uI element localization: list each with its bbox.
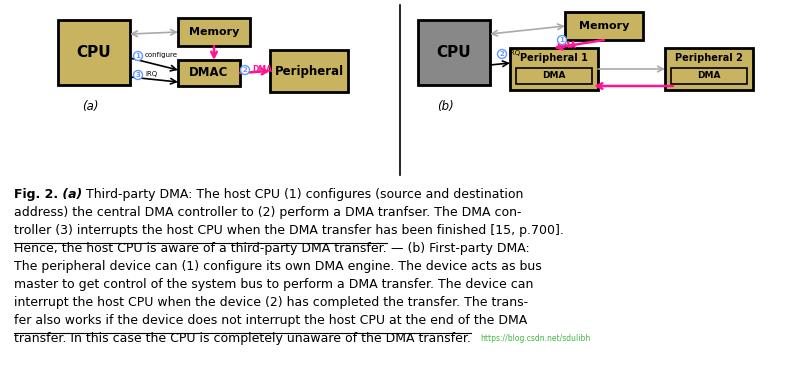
Bar [671, 68, 747, 84]
Text: 1: 1 [136, 53, 140, 59]
Text: DMA: DMA [542, 72, 565, 80]
Circle shape [133, 52, 143, 61]
Text: CPU: CPU [437, 45, 471, 60]
Text: fer also works if the device does not interrupt the host CPU at the end of the D: fer also works if the device does not in… [14, 314, 527, 327]
Text: DMA: DMA [556, 41, 576, 50]
Text: 3: 3 [136, 72, 140, 78]
Text: (b): (b) [437, 100, 454, 113]
Text: Memory: Memory [579, 21, 629, 31]
Text: Peripheral: Peripheral [274, 64, 343, 77]
Text: IRQ: IRQ [508, 50, 520, 56]
Text: IRQ: IRQ [145, 71, 157, 77]
Text: DMA: DMA [697, 72, 721, 80]
Text: Hence, the host CPU is aware of a third-party DMA transfer.: Hence, the host CPU is aware of a third-… [14, 242, 387, 255]
Text: — (b) First-party DMA:: — (b) First-party DMA: [387, 242, 530, 255]
Bar [178, 18, 250, 46]
Circle shape [497, 50, 507, 58]
Text: 2: 2 [243, 67, 247, 73]
Text: master to get control of the system bus to perform a DMA transfer. The device ca: master to get control of the system bus … [14, 278, 534, 291]
Bar [58, 20, 130, 85]
Text: interrupt the host CPU when the device (2) has completed the transfer. The trans: interrupt the host CPU when the device (… [14, 296, 528, 309]
Bar [270, 50, 348, 92]
Text: 1: 1 [560, 37, 565, 43]
Text: transfer. In this case the CPU is completely unaware of the DMA transfer.: transfer. In this case the CPU is comple… [14, 332, 471, 345]
Text: Peripheral 2: Peripheral 2 [675, 53, 743, 63]
Text: (a): (a) [82, 100, 98, 113]
Bar [510, 48, 598, 90]
Bar [665, 48, 753, 90]
Circle shape [240, 66, 250, 75]
Circle shape [133, 70, 143, 80]
Bar [178, 60, 240, 86]
Text: DMA: DMA [252, 64, 272, 74]
Text: Third-party DMA: The host CPU (1) configures (source and destination: Third-party DMA: The host CPU (1) config… [82, 188, 523, 201]
Text: configure: configure [145, 52, 178, 58]
Bar [418, 20, 490, 85]
Text: (a): (a) [58, 188, 82, 201]
Text: address) the central DMA controller to (2) perform a DMA tranfser. The DMA con-: address) the central DMA controller to (… [14, 206, 522, 219]
Bar [565, 12, 643, 40]
Text: troller (3) interrupts the host CPU when the DMA transfer has been finished [15,: troller (3) interrupts the host CPU when… [14, 224, 564, 237]
Bar [516, 68, 592, 84]
Text: https://blog.csdn.net/sdulibh: https://blog.csdn.net/sdulibh [480, 334, 590, 343]
Text: Peripheral 1: Peripheral 1 [520, 53, 588, 63]
Text: Memory: Memory [189, 27, 239, 37]
Text: The peripheral device can (1) configure its own DMA engine. The device acts as b: The peripheral device can (1) configure … [14, 260, 542, 273]
Text: DMAC: DMAC [190, 66, 228, 80]
Text: 2: 2 [500, 51, 504, 57]
Text: CPU: CPU [77, 45, 111, 60]
Circle shape [557, 36, 566, 44]
Text: Fig. 2.: Fig. 2. [14, 188, 58, 201]
